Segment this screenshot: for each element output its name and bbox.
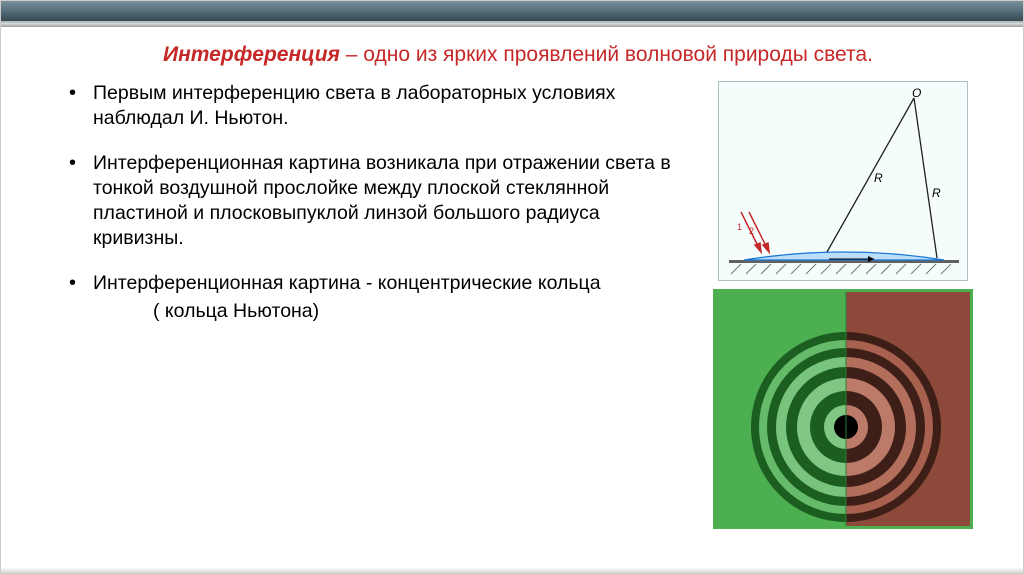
slide-top-border bbox=[1, 1, 1023, 23]
slide-body: Интерференция – одно из ярких проявлений… bbox=[63, 43, 983, 529]
title-rest: – одно из ярких проявлений волновой прир… bbox=[340, 43, 873, 66]
bullet-sub: ( кольца Ньютона) bbox=[63, 300, 678, 323]
diagram-label-r1: R bbox=[874, 171, 883, 185]
content-columns: Первым интерференцию света в лабораторны… bbox=[63, 81, 983, 529]
slide-title: Интерференция – одно из ярких проявлений… bbox=[63, 43, 983, 67]
diagram-label-2: 2 bbox=[749, 226, 754, 236]
text-column: Первым интерференцию света в лабораторны… bbox=[63, 81, 698, 529]
bullet-item: Первым интерференцию света в лабораторны… bbox=[63, 81, 678, 131]
slide-bottom-shadow bbox=[1, 567, 1023, 573]
bullet-item: Интерференционная картина - концентричес… bbox=[63, 271, 678, 296]
newton-rings bbox=[713, 289, 973, 529]
lens-diagram: O R R 1 2 bbox=[718, 81, 968, 281]
figure-column: O R R 1 2 bbox=[698, 81, 983, 529]
lens-diagram-svg: O R R 1 2 bbox=[719, 82, 969, 282]
bullet-item: Интерференционная картина возникала при … bbox=[63, 151, 678, 251]
slide-top-accent bbox=[1, 23, 1023, 27]
title-term: Интерференция bbox=[163, 43, 340, 66]
diagram-label-r2: R bbox=[932, 186, 941, 200]
diagram-label-1: 1 bbox=[737, 222, 742, 232]
newton-rings-svg bbox=[716, 292, 973, 529]
